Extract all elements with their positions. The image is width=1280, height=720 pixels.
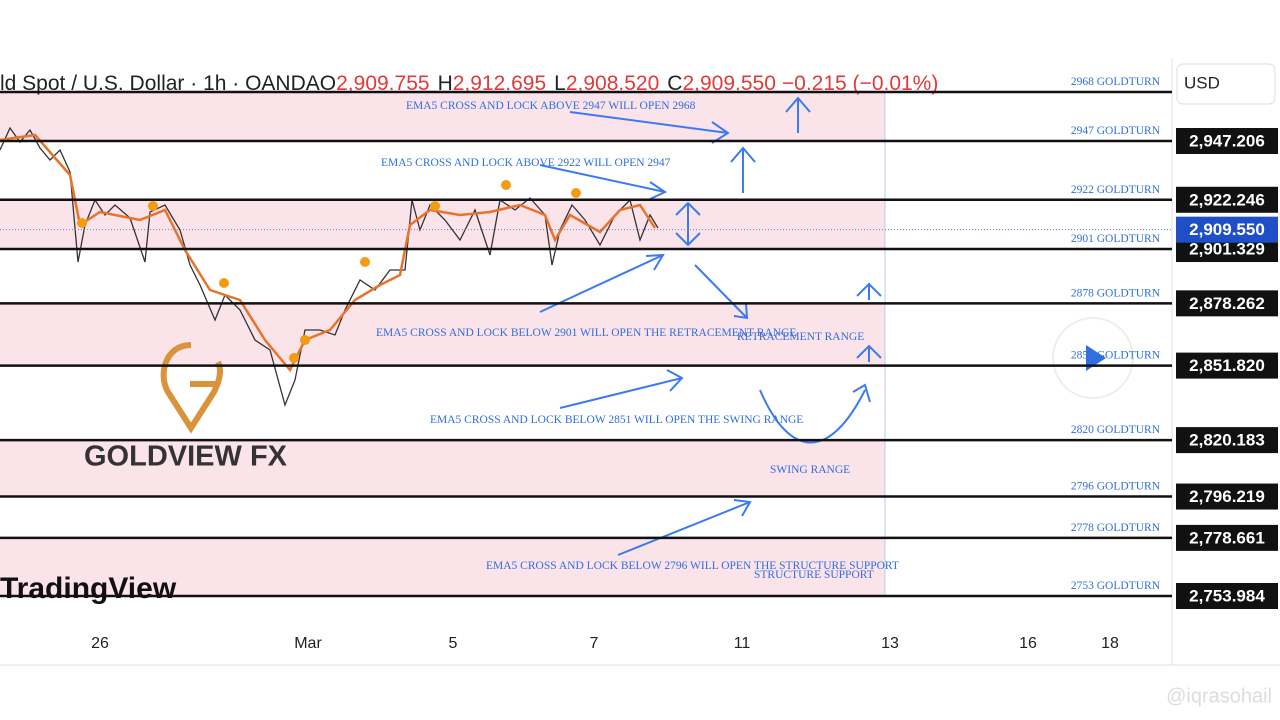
zones [0, 92, 885, 596]
annotation: SWING RANGE [770, 464, 850, 476]
zone [0, 303, 885, 366]
currency-button[interactable] [1176, 63, 1276, 105]
zone [0, 537, 885, 596]
price-tag-label: 2,820.183 [1189, 431, 1265, 450]
annotation: EMA5 CROSS AND LOCK ABOVE 2947 WILL OPEN… [406, 100, 696, 112]
price-tag [1176, 427, 1278, 454]
ohlc-key: H [438, 72, 453, 95]
ohlc: O2,909.755 H2,912.695 L2,908.520 C2,909.550 [320, 72, 776, 95]
goldturn-label: 2796 GOLDTURN [1071, 481, 1161, 493]
goldview-logo: GOLDVIEW FX [84, 342, 288, 473]
goldturn-label: 2878 GOLDTURN [1071, 287, 1161, 299]
x-tick-label: 7 [590, 635, 599, 652]
signal-dots [77, 180, 581, 363]
x-tick-label: 16 [1019, 635, 1037, 652]
ohlc-value: 2,909.755 [336, 72, 429, 95]
x-tick-label: 18 [1101, 635, 1119, 652]
goldturn-label: 2901 GOLDTURN [1071, 233, 1161, 245]
price-tag-label: 2,922.246 [1189, 190, 1265, 209]
price-tag-label: 2,901.329 [1189, 240, 1265, 259]
goldturn-label: 2753 GOLDTURN [1071, 580, 1161, 592]
price-tag [1176, 352, 1278, 379]
goldturn-label: 2778 GOLDTURN [1071, 522, 1161, 534]
symbol-header: ld Spot / U.S. Dollar · 1h · OANDAO2,909… [0, 72, 938, 95]
annotation: EMA5 CROSS AND LOCK ABOVE 2922 WILL OPEN… [381, 157, 671, 169]
goldview-text: GOLDVIEW FX [84, 441, 288, 473]
levels: 2968 GOLDTURN 2947 GOLDTURN 2,947.206 2922 … [0, 76, 1278, 609]
price-tag-label: 2,753.984 [1189, 586, 1265, 605]
annotations: EMA5 CROSS AND LOCK ABOVE 2947 WILL OPEN… [376, 100, 899, 581]
zone [0, 440, 885, 497]
price-tag-label: 2,947.206 [1189, 131, 1265, 150]
price-tag [1176, 524, 1278, 551]
current-price-tag [1176, 216, 1278, 243]
price-tag-label: 2,778.661 [1189, 528, 1265, 547]
x-tick-label: 26 [91, 635, 109, 652]
symbol: ld Spot / U.S. Dollar · 1h · OANDA [0, 72, 320, 95]
annotation: STRUCTURE SUPPORT [754, 569, 874, 581]
ema-line [0, 133, 657, 373]
annotation: RETRACEMENT RANGE [737, 331, 864, 343]
annotation: EMA5 CROSS AND LOCK BELOW 2851 WILL OPEN… [430, 414, 803, 426]
price-tag [1176, 483, 1278, 510]
goldturn-label: 2851 GOLDTURN [1071, 350, 1161, 362]
play-button[interactable] [1052, 317, 1134, 399]
currency: USD [1184, 73, 1220, 92]
ohlc-key: L [554, 72, 566, 95]
ohlc-key: O [320, 72, 336, 95]
price-tag [1176, 583, 1278, 609]
price-tag-label: 2,851.820 [1189, 356, 1265, 375]
ohlc-value: 2,909.550 [682, 72, 775, 95]
ohlc-value: 2,908.520 [566, 72, 659, 95]
zone [0, 92, 885, 141]
current-price-label: 2,909.550 [1189, 220, 1265, 239]
price-tag-label: 2,878.262 [1189, 294, 1265, 313]
price-tag [1176, 290, 1278, 317]
x-tick-label: Mar [294, 635, 322, 652]
title: R THE WEEK [0, 0, 307, 12]
goldturn-label: 2922 GOLDTURN [1071, 184, 1161, 196]
goldturn-label: 2820 GOLDTURN [1071, 424, 1161, 436]
x-tick-label: 5 [449, 635, 458, 652]
goldturn-label: 2968 GOLDTURN [1071, 76, 1161, 88]
price-tag-label: 2,796.219 [1189, 487, 1265, 506]
ohlc-value: 2,912.695 [453, 72, 546, 95]
annotation: EMA5 CROSS AND LOCK BELOW 2901 WILL OPEN… [376, 327, 796, 339]
price-tag [1176, 186, 1278, 213]
price-tag [1176, 128, 1278, 154]
x-tick-label: 11 [734, 635, 751, 652]
annotation: EMA5 CROSS AND LOCK BELOW 2796 WILL OPEN… [486, 560, 899, 572]
x-tick-label: 13 [881, 635, 899, 652]
change: −0.215 (−0.01%) [782, 72, 938, 95]
ohlc-key: C [667, 72, 682, 95]
x-axis: 26 Mar 5 7 11 13 16 18 [91, 635, 1119, 652]
goldturn-label: 2947 GOLDTURN [1071, 125, 1161, 137]
watermark: @iqrasohail [1166, 685, 1272, 707]
arrows [539, 96, 882, 556]
tradingview-logo: TradingView [0, 572, 177, 605]
